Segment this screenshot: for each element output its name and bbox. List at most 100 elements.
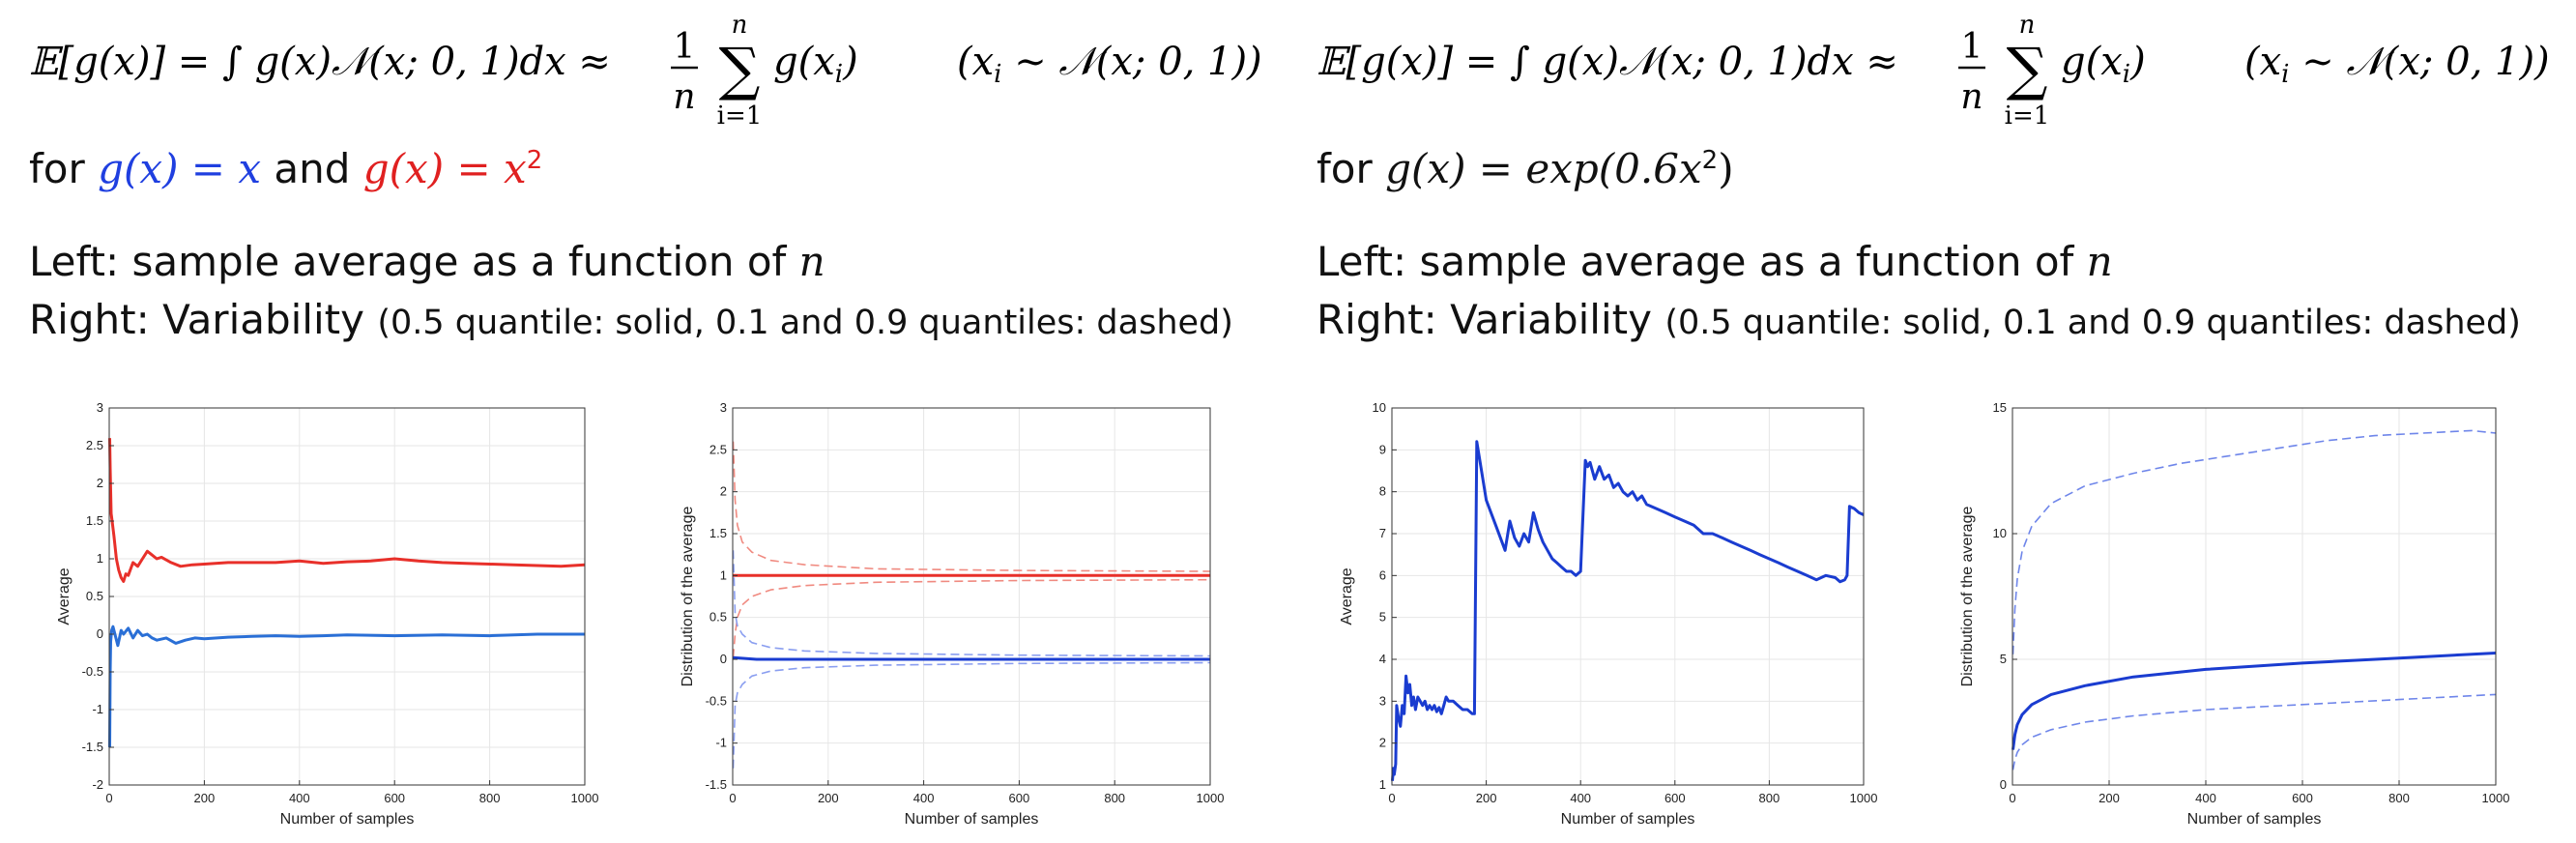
left-description-2: Left: sample average as a function of n xyxy=(1317,238,2113,285)
formula-frac-den-2: n xyxy=(1960,77,1983,117)
right-description-2: Right: Variability (0.5 quantile: solid,… xyxy=(1317,296,2521,343)
plot-frame xyxy=(1391,407,1865,786)
formula-lhs: 𝔼[g(x)] = ∫ g(x)𝒩(x; 0, 1)dx ≈ xyxy=(29,40,611,84)
plot-area xyxy=(733,408,1210,785)
left-description: Left: sample average as a function of n xyxy=(29,238,825,285)
x-tick-label: 400 xyxy=(2195,791,2216,805)
y-axis-label: Distribution of the average xyxy=(680,507,696,687)
x-axis-label: Number of samples xyxy=(2187,811,2322,828)
svg-text:g(xi): g(xi) xyxy=(773,40,858,89)
formula-term: g(x xyxy=(773,40,835,84)
left-description-text-2: Left: sample average as a function of xyxy=(1317,238,2087,285)
right-panel: 𝔼[g(x)] = ∫ g(x)𝒩(x; 0, 1)dx ≈ 1 n n ∑ i… xyxy=(1288,0,2575,843)
formula-cond-sub: i xyxy=(994,60,1001,89)
y-tick-label: 2 xyxy=(1379,736,1386,750)
y-tick-label: 0.5 xyxy=(709,610,727,625)
x-tick-label: 800 xyxy=(1104,791,1125,805)
chart-average-exp: 0 200 400 600 800 1000 1 2 3 4 5 6 7 8 9 10 Number of sa… xyxy=(1339,400,1878,828)
right-description: Right: Variability (0.5 quantile: solid,… xyxy=(29,296,1233,343)
chart-distribution-exp: 0 200 400 600 800 1000 0 5 10 15 Number of samples… xyxy=(1959,400,2509,828)
expectation-formula: 𝔼[g(x)] = ∫ g(x)𝒩(x; 0, 1)dx ≈ 1 n n ∑ i… xyxy=(29,11,1286,131)
g-linear: g(x) = x xyxy=(98,145,262,192)
x-tick-label: 1000 xyxy=(1850,791,1878,805)
plot-frame xyxy=(732,407,1211,786)
formula-term-sub: i xyxy=(835,60,843,89)
g-exp: g(x) = exp(0.6x xyxy=(1385,145,1702,192)
y-tick-label: 1 xyxy=(1379,777,1386,792)
series-group xyxy=(732,441,1211,769)
y-tick-label: -1.5 xyxy=(82,740,103,754)
y-tick-label: 10 xyxy=(1373,400,1386,415)
y-tick-label: 3 xyxy=(720,400,727,415)
y-axis-label: Average xyxy=(1339,567,1355,625)
formula-sum-top-2: n xyxy=(2019,11,2036,40)
formula-cond-open-2: (x xyxy=(2244,40,2281,84)
formula-svg: 𝔼[g(x)] = ∫ g(x)𝒩(x; 0, 1)dx ≈ 1 n n ∑ i… xyxy=(29,11,1262,131)
formula-frac-num-2: 1 xyxy=(1961,27,1983,67)
x-axis-label: Number of samples xyxy=(905,811,1039,828)
y-tick-label: 0 xyxy=(720,652,727,666)
series-group xyxy=(2012,429,2497,770)
left-panel: 𝔼[g(x)] = ∫ g(x)𝒩(x; 0, 1)dx ≈ 1 n n ∑ i… xyxy=(29,11,1286,343)
x-tick-label: 0 xyxy=(2009,791,2015,805)
g-square: g(x) = x xyxy=(362,145,527,192)
y-tick-label: 15 xyxy=(1993,400,2007,415)
y-tick-label: 2.5 xyxy=(709,442,727,456)
series-group xyxy=(108,438,586,748)
formula-term-end-2: ) xyxy=(2129,40,2146,84)
y-tick-label: 2 xyxy=(97,476,103,490)
y-tick-label: 5 xyxy=(2000,652,2007,666)
x-tick-label: 800 xyxy=(1759,791,1780,805)
g-exp-close: ) xyxy=(1718,145,1734,192)
left-description-text: Left: sample average as a function of xyxy=(29,238,799,285)
y-tick-label: 9 xyxy=(1379,442,1386,456)
y-tick-label: 2.5 xyxy=(86,438,103,452)
expectation-formula-2: 𝔼[g(x)] = ∫ g(x)𝒩(x; 0, 1)dx ≈ 1 n n ∑ i… xyxy=(1317,11,2573,131)
right-description-text: Right: Variability xyxy=(29,296,378,343)
formula-sum-symbol: ∑ xyxy=(719,36,761,103)
series-line-0 xyxy=(1391,440,1865,781)
right-description-text-2: Right: Variability xyxy=(1317,296,1665,343)
y-tick-label: 3 xyxy=(97,400,103,415)
x-axis-label: Number of samples xyxy=(1561,811,1695,828)
series-line-2 xyxy=(732,578,1211,658)
series-line-1 xyxy=(732,441,1211,572)
y-tick-label: 1 xyxy=(720,567,727,582)
quantile-note: (0.5 quantile: solid, 0.1 and 0.9 quanti… xyxy=(377,304,1233,342)
formula-term-2: g(x xyxy=(2061,40,2123,84)
function-line: for g(x) = x and g(x) = x2 xyxy=(29,145,542,192)
formula-frac-den: n xyxy=(673,77,695,117)
x-tick-label: 1000 xyxy=(571,791,599,805)
svg-text:(xi ∼ 𝒩(x; 0, 1)): (xi ∼ 𝒩(x; 0, 1)) xyxy=(2244,40,2550,89)
y-tick-label: 4 xyxy=(1379,652,1386,666)
n-variable: n xyxy=(798,238,825,285)
y-tick-label: -1.5 xyxy=(706,777,727,792)
plot-frame xyxy=(2012,407,2497,786)
svg-text:(xi ∼ 𝒩(x; 0, 1)): (xi ∼ 𝒩(x; 0, 1)) xyxy=(957,40,1262,89)
svg-text:g(xi): g(xi) xyxy=(2061,40,2146,89)
x-tick-label: 0 xyxy=(1388,791,1395,805)
series-group xyxy=(1391,440,1865,781)
formula-cond-sub-2: i xyxy=(2281,60,2289,89)
series-line-3 xyxy=(733,655,1210,661)
x-tick-label: 200 xyxy=(194,791,216,805)
y-tick-label: 3 xyxy=(1379,693,1386,708)
x-tick-label: 600 xyxy=(2292,791,2313,805)
x-tick-label: 800 xyxy=(2388,791,2410,805)
x-tick-label: 200 xyxy=(818,791,839,805)
function-line-2: for g(x) = exp(0.6x2) xyxy=(1317,145,1734,192)
formula-cond-rest: ∼ 𝒩(x; 0, 1)) xyxy=(1002,40,1262,84)
formula-svg-2: 𝔼[g(x)] = ∫ g(x)𝒩(x; 0, 1)dx ≈ 1 n n ∑ i… xyxy=(1317,11,2550,131)
y-tick-label: -2 xyxy=(92,777,103,792)
formula-term-end: ) xyxy=(842,40,858,84)
x-axis-label: Number of samples xyxy=(280,811,415,828)
x-tick-label: 400 xyxy=(1570,791,1591,805)
y-axis-label: Distribution of the average xyxy=(1959,507,1976,687)
y-tick-label: 1.5 xyxy=(709,526,727,540)
x-tick-label: 0 xyxy=(729,791,736,805)
plot-area xyxy=(2012,408,2496,785)
formula-lhs-2: 𝔼[g(x)] = ∫ g(x)𝒩(x; 0, 1)dx ≈ xyxy=(1317,40,1898,84)
y-tick-label: 2 xyxy=(720,484,727,499)
x-tick-label: 600 xyxy=(1009,791,1030,805)
x-tick-label: 600 xyxy=(384,791,405,805)
